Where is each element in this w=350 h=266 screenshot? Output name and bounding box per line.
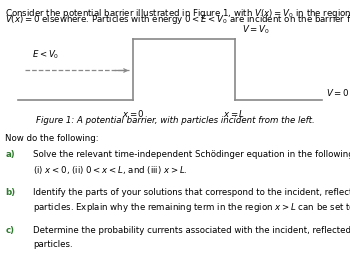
Text: Solve the relevant time-independent Schödinger equation in the following three r: Solve the relevant time-independent Schö…: [33, 150, 350, 159]
Text: (i) $x < 0$, (ii) $0 < x < L$, and (iii) $x > L$.: (i) $x < 0$, (ii) $0 < x < L$, and (iii)…: [33, 164, 188, 176]
Text: particles.: particles.: [33, 240, 73, 249]
Text: a): a): [5, 150, 15, 159]
Text: $x = L$: $x = L$: [223, 108, 246, 119]
Text: Identify the parts of your solutions that correspond to the incident, reflected : Identify the parts of your solutions tha…: [33, 188, 350, 197]
Text: $E < V_0$: $E < V_0$: [32, 49, 59, 61]
Text: Figure 1: A potential barrier, with particles incident from the left.: Figure 1: A potential barrier, with part…: [36, 116, 314, 125]
Text: Determine the probability currents associated with the incident, reflected and t: Determine the probability currents assoc…: [33, 226, 350, 235]
Text: c): c): [5, 226, 14, 235]
Text: $V(x) = 0$ elsewhere. Particles with energy $0 < E < V_0$ are incident on the ba: $V(x) = 0$ elsewhere. Particles with ene…: [5, 13, 350, 26]
Text: Now do the following:: Now do the following:: [5, 134, 99, 143]
Text: $V = V_0$: $V = V_0$: [241, 23, 269, 36]
Text: $V = 0$: $V = 0$: [326, 87, 349, 98]
Text: Consider the potential barrier illustrated in Figure 1, with $V(x) = V_0$ in the: Consider the potential barrier illustrat…: [5, 7, 350, 20]
Text: $x = 0$: $x = 0$: [121, 108, 145, 119]
Text: particles. Explain why the remaining term in the region $x > L$ can be set to ze: particles. Explain why the remaining ter…: [33, 201, 350, 214]
Text: b): b): [5, 188, 15, 197]
